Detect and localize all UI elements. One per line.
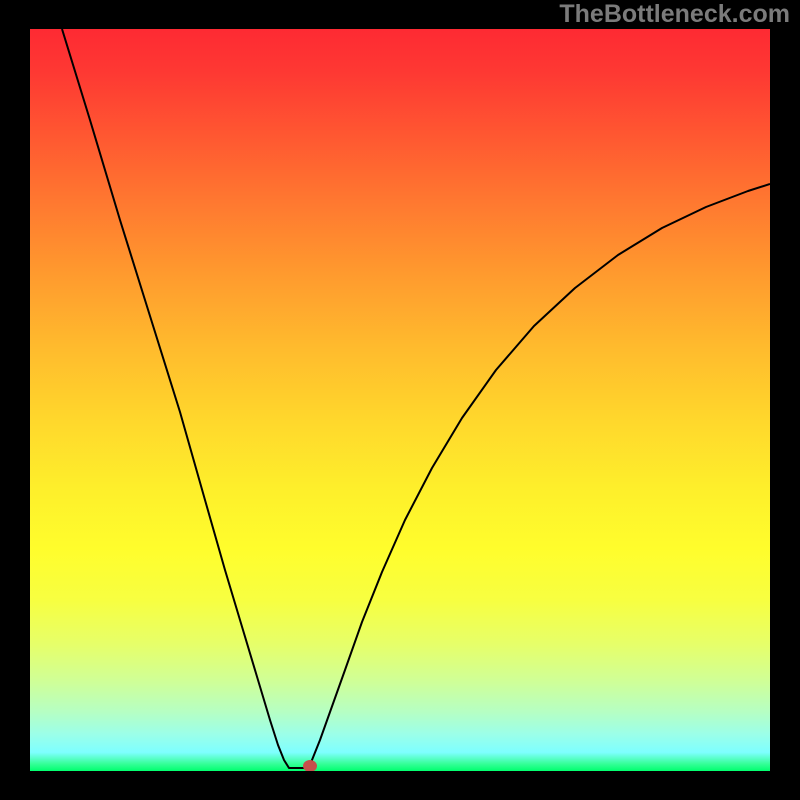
chart-frame: TheBottleneck.com — [0, 0, 800, 800]
plot-area — [30, 29, 770, 771]
optimum-marker — [303, 760, 317, 771]
watermark-text: TheBottleneck.com — [559, 0, 790, 29]
curve-svg — [30, 29, 770, 771]
bottleneck-curve — [62, 29, 770, 768]
